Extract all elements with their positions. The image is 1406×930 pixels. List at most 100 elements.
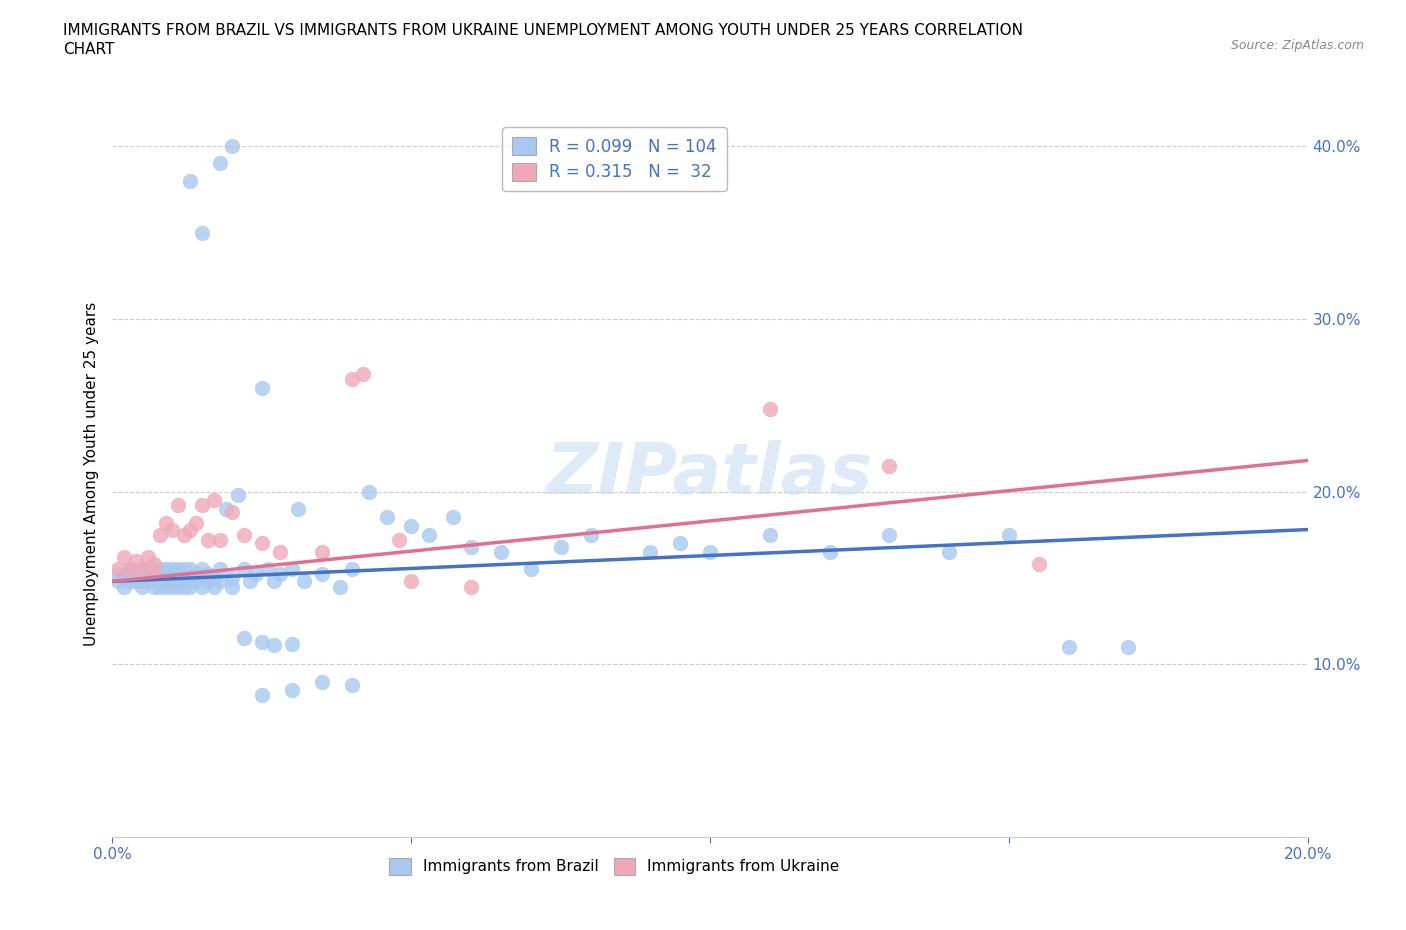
Point xyxy=(1118,640,1140,655)
Point xyxy=(162,579,183,594)
Text: ZIPatlas: ZIPatlas xyxy=(547,440,873,509)
Point xyxy=(155,570,177,585)
Point xyxy=(191,570,214,585)
Point xyxy=(1028,557,1050,572)
Point xyxy=(245,567,267,582)
Point xyxy=(401,574,423,589)
Point xyxy=(107,567,129,582)
Point xyxy=(263,638,285,653)
Point xyxy=(669,536,692,551)
Point xyxy=(340,562,363,577)
Point xyxy=(489,545,512,560)
Point xyxy=(221,579,243,594)
Point xyxy=(209,574,232,589)
Point xyxy=(221,139,243,153)
Point xyxy=(209,156,232,171)
Point xyxy=(759,527,782,542)
Point xyxy=(179,522,201,537)
Point xyxy=(221,570,243,585)
Point xyxy=(233,527,256,542)
Point xyxy=(167,570,190,585)
Point xyxy=(107,574,129,589)
Text: Source: ZipAtlas.com: Source: ZipAtlas.com xyxy=(1230,39,1364,52)
Point xyxy=(186,567,208,582)
Point xyxy=(167,579,190,594)
Point xyxy=(281,562,304,577)
Point xyxy=(197,533,219,548)
Point xyxy=(197,567,219,582)
Point xyxy=(125,553,148,568)
Point xyxy=(209,562,232,577)
Point xyxy=(114,550,135,565)
Point xyxy=(120,562,142,577)
Point xyxy=(155,574,177,589)
Point xyxy=(186,574,208,589)
Point xyxy=(311,567,333,582)
Point xyxy=(173,574,195,589)
Point xyxy=(155,515,177,530)
Point xyxy=(221,505,243,520)
Point xyxy=(138,550,160,565)
Point xyxy=(818,545,841,560)
Point xyxy=(120,567,142,582)
Point xyxy=(441,510,464,525)
Text: CHART: CHART xyxy=(63,42,115,57)
Point xyxy=(149,567,172,582)
Point xyxy=(131,562,153,577)
Point xyxy=(699,545,721,560)
Point xyxy=(311,545,333,560)
Point xyxy=(131,579,153,594)
Point xyxy=(460,579,482,594)
Point xyxy=(353,366,375,381)
Point xyxy=(377,510,399,525)
Point xyxy=(120,562,142,577)
Point xyxy=(197,574,219,589)
Point xyxy=(287,501,309,516)
Point xyxy=(186,515,208,530)
Point xyxy=(191,498,214,512)
Point xyxy=(143,557,166,572)
Point xyxy=(281,636,304,651)
Point xyxy=(162,570,183,585)
Point xyxy=(202,570,225,585)
Point xyxy=(125,574,148,589)
Point xyxy=(329,579,352,594)
Point xyxy=(107,562,129,577)
Point xyxy=(340,678,363,693)
Point xyxy=(269,545,291,560)
Point xyxy=(388,533,411,548)
Point xyxy=(879,458,901,473)
Point xyxy=(250,380,273,395)
Point xyxy=(418,527,440,542)
Point xyxy=(191,579,214,594)
Point xyxy=(143,562,166,577)
Point xyxy=(191,562,214,577)
Point xyxy=(311,674,333,689)
Point xyxy=(879,527,901,542)
Point xyxy=(269,567,291,582)
Point xyxy=(143,567,166,582)
Point xyxy=(149,527,172,542)
Point xyxy=(138,574,160,589)
Point xyxy=(202,493,225,508)
Point xyxy=(173,562,195,577)
Point xyxy=(998,527,1021,542)
Point xyxy=(239,574,262,589)
Legend: Immigrants from Brazil, Immigrants from Ukraine: Immigrants from Brazil, Immigrants from … xyxy=(380,849,849,884)
Point xyxy=(359,485,381,499)
Point xyxy=(215,501,238,516)
Point xyxy=(131,562,153,577)
Point xyxy=(257,562,280,577)
Point xyxy=(938,545,960,560)
Point xyxy=(550,539,572,554)
Point xyxy=(460,539,482,554)
Point xyxy=(233,631,256,645)
Point xyxy=(162,522,183,537)
Point xyxy=(114,570,135,585)
Point xyxy=(250,688,273,703)
Point xyxy=(143,570,166,585)
Point xyxy=(114,579,135,594)
Point xyxy=(292,574,315,589)
Point xyxy=(263,574,285,589)
Point xyxy=(226,487,249,502)
